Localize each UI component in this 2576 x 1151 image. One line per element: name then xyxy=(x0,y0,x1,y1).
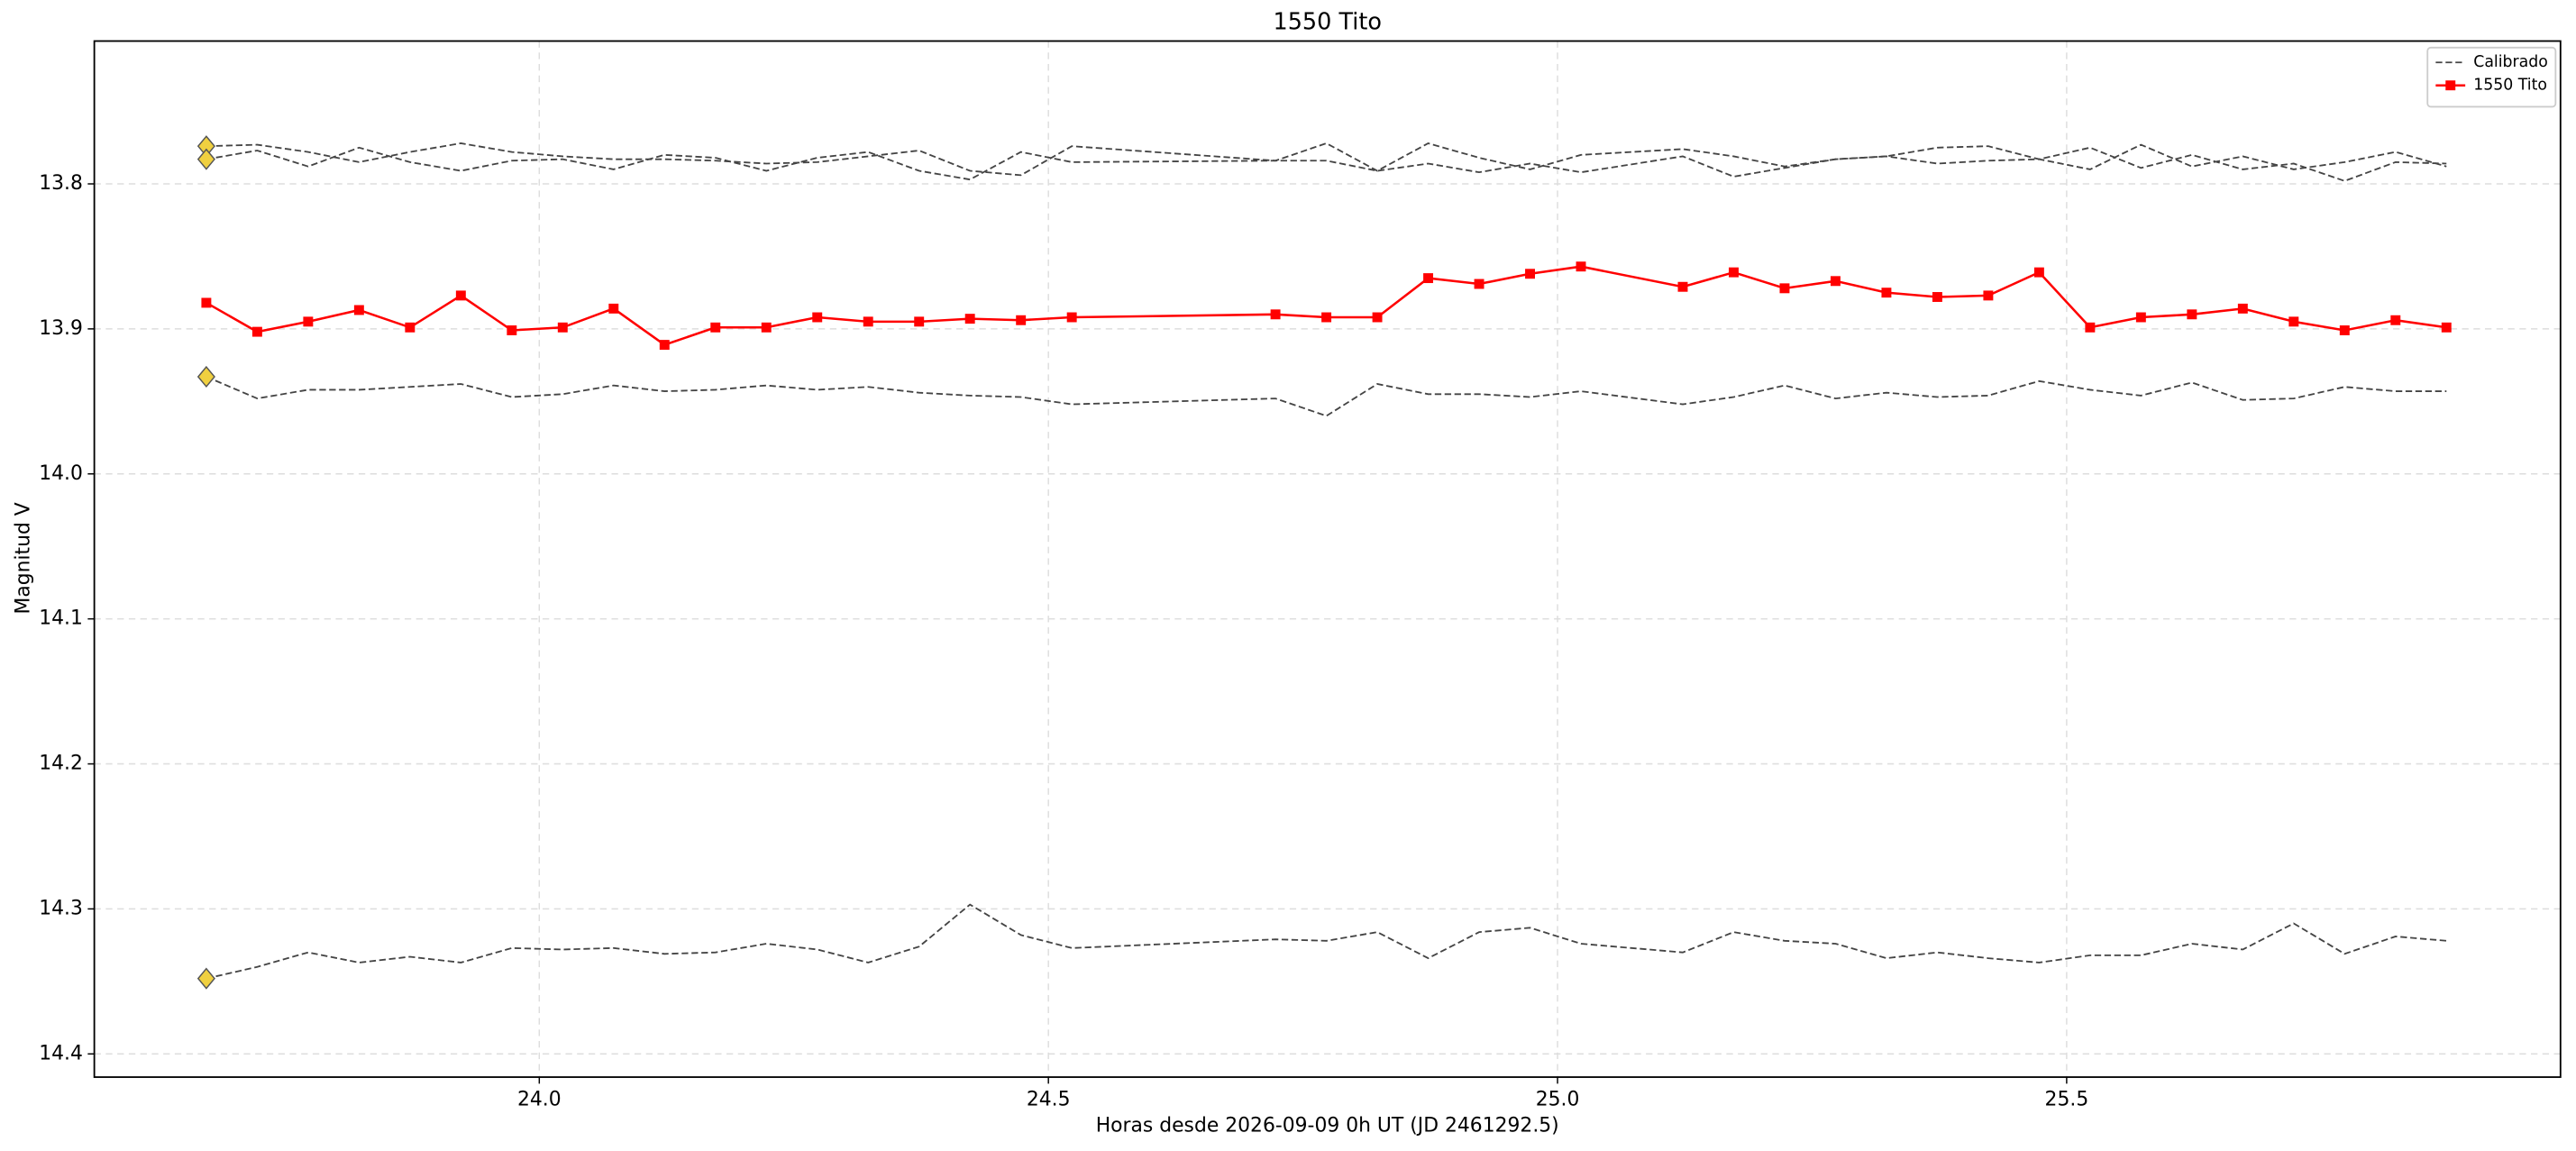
y-tick-label: 14.2 xyxy=(39,753,83,775)
point-marker xyxy=(1830,276,1841,287)
point-marker xyxy=(1576,261,1586,272)
point-marker xyxy=(507,325,517,335)
point-marker xyxy=(710,322,721,333)
point-marker xyxy=(201,297,212,308)
point-marker xyxy=(557,322,568,333)
point-marker xyxy=(405,322,416,333)
comparison-line xyxy=(206,376,2447,417)
point-marker xyxy=(608,303,619,314)
x-tick-label: 25.0 xyxy=(1536,1089,1580,1111)
point-marker xyxy=(2441,322,2452,333)
point-marker xyxy=(2288,316,2299,327)
comparison-line xyxy=(206,903,2447,980)
point-marker xyxy=(1729,267,1739,278)
x-tick-label: 24.0 xyxy=(517,1089,562,1111)
chart-title: 1550 Tito xyxy=(1273,9,1381,36)
point-marker xyxy=(2390,315,2401,325)
point-marker xyxy=(761,322,772,333)
point-marker xyxy=(964,314,975,324)
point-marker xyxy=(812,312,823,323)
legend-label: 1550 Tito xyxy=(2473,77,2547,95)
point-marker xyxy=(2033,267,2044,278)
point-marker xyxy=(1372,312,1383,323)
point-marker xyxy=(914,316,925,327)
point-marker xyxy=(1066,312,1077,323)
point-marker xyxy=(303,316,314,327)
point-marker xyxy=(2187,309,2197,320)
point-marker xyxy=(455,290,466,301)
point-marker xyxy=(2085,322,2096,333)
y-tick-label: 13.9 xyxy=(39,317,83,340)
legend: Calibrado 1550 Tito xyxy=(2426,46,2557,108)
plot-frame xyxy=(93,40,2562,1078)
point-marker xyxy=(1779,283,1790,294)
y-tick-label: 14.4 xyxy=(39,1042,83,1064)
point-marker xyxy=(1423,273,1434,284)
x-axis-label: Horas desde 2026-09-09 0h UT (JD 2461292… xyxy=(1096,1115,1559,1137)
point-marker xyxy=(1932,292,1942,302)
y-tick-label: 13.8 xyxy=(39,172,83,195)
legend-marker xyxy=(2445,80,2456,91)
point-marker xyxy=(1677,281,1688,292)
point-marker xyxy=(251,326,262,337)
comparison-line xyxy=(206,143,2447,181)
y-tick-label: 14.3 xyxy=(39,897,83,919)
point-marker xyxy=(2237,303,2248,314)
start-marker xyxy=(196,967,215,990)
point-marker xyxy=(1474,279,1484,289)
legend-label: Calibrado xyxy=(2473,53,2548,71)
point-marker xyxy=(353,305,364,315)
point-marker xyxy=(1016,315,1027,325)
point-marker xyxy=(863,316,873,327)
point-marker xyxy=(1321,312,1332,323)
point-marker xyxy=(1881,288,1892,298)
point-marker xyxy=(1270,309,1281,320)
start-marker xyxy=(196,148,215,170)
y-tick-label: 14.1 xyxy=(39,607,83,630)
point-marker xyxy=(1525,269,1535,279)
y-tick-label: 14.0 xyxy=(39,462,83,485)
start-marker xyxy=(196,365,215,388)
point-marker xyxy=(1983,290,1994,301)
point-marker xyxy=(659,340,670,351)
comparison-line xyxy=(206,142,2447,182)
x-tick-label: 25.5 xyxy=(2045,1089,2089,1111)
point-marker xyxy=(2135,312,2146,323)
point-marker xyxy=(2339,325,2350,335)
x-tick-label: 24.5 xyxy=(1027,1089,1071,1111)
y-axis-label: Magnitud V xyxy=(12,502,34,614)
